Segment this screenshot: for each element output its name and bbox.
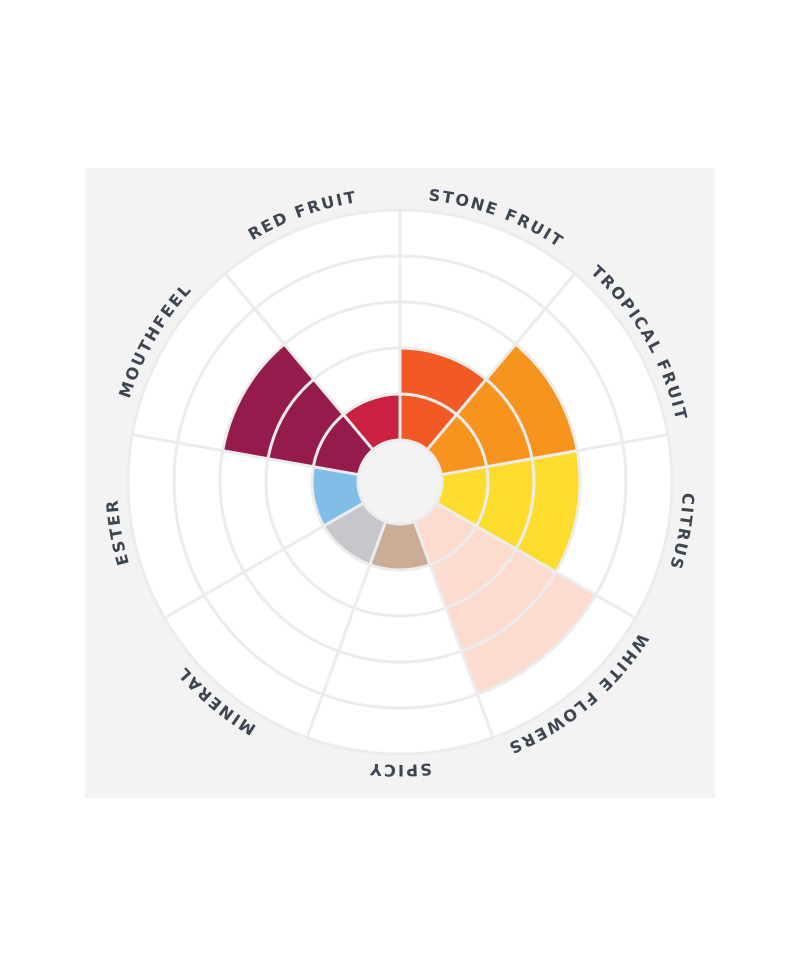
spoke [441,433,669,477]
hole [359,441,441,523]
wedge [343,394,400,450]
category-label: SPICY [367,759,432,780]
wedge [369,521,431,570]
spoke [163,501,365,620]
spoke [412,520,495,739]
wedge [222,344,374,475]
wedge [436,450,580,572]
wedge [426,344,578,475]
category-label-text: SPICY [367,759,430,780]
spoke [435,501,637,620]
spoke [224,272,375,451]
wedge [400,348,487,450]
wedge [414,503,596,695]
spoke [425,272,576,451]
spoke [305,520,388,739]
spoke [131,433,359,477]
wedge [312,466,364,526]
